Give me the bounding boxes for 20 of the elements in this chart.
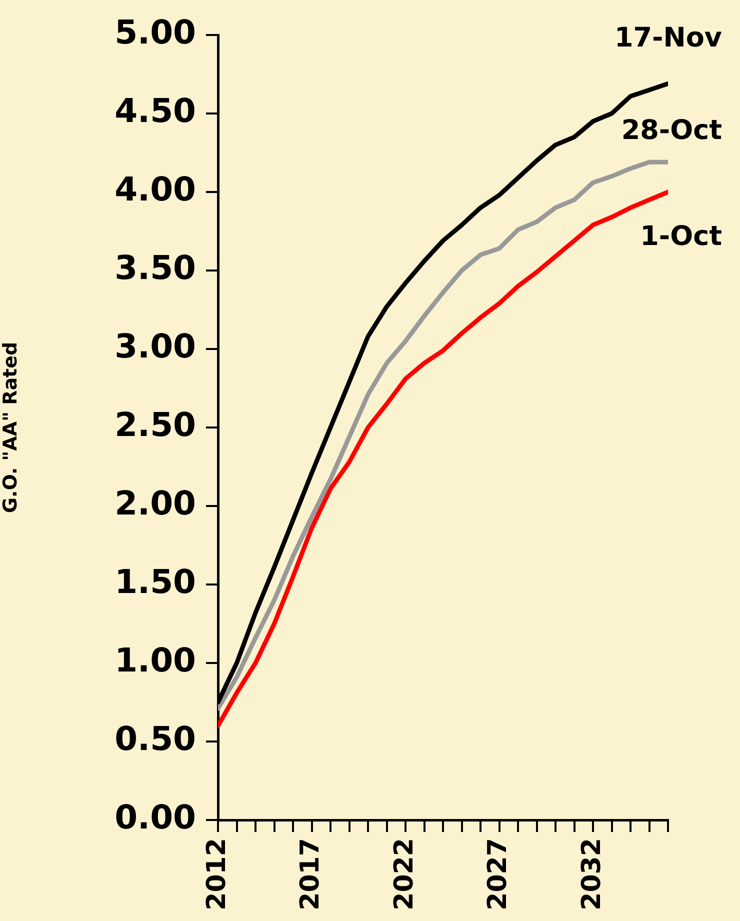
y-tick-label: 0.50 — [114, 719, 196, 758]
x-tick-label: 2027 — [483, 838, 513, 910]
y-tick-label: 1.00 — [114, 640, 196, 680]
y-tick-label: 3.50 — [114, 248, 196, 288]
y-tick-label: 4.50 — [114, 91, 196, 130]
y-tick-label: 5.00 — [114, 12, 196, 52]
y-tick-label: 0.00 — [114, 798, 196, 837]
series-label: 1-Oct — [640, 221, 722, 252]
y-tick-label: 3.00 — [114, 326, 196, 366]
y-tick-label: 1.50 — [114, 562, 196, 602]
x-tick-label: 2017 — [296, 838, 326, 910]
y-axis-title: G.O. "AA" Rated — [0, 342, 22, 514]
series-label: 17-Nov — [614, 22, 722, 54]
y-tick-label: 2.00 — [114, 484, 196, 523]
y-tick-label: 2.50 — [114, 405, 196, 444]
x-tick-label: 2012 — [202, 838, 232, 910]
x-tick-label: 2022 — [389, 838, 420, 910]
x-tick-label: 2032 — [576, 838, 607, 910]
y-tick-label: 4.00 — [114, 170, 196, 209]
series-label: 28-Oct — [621, 115, 722, 146]
